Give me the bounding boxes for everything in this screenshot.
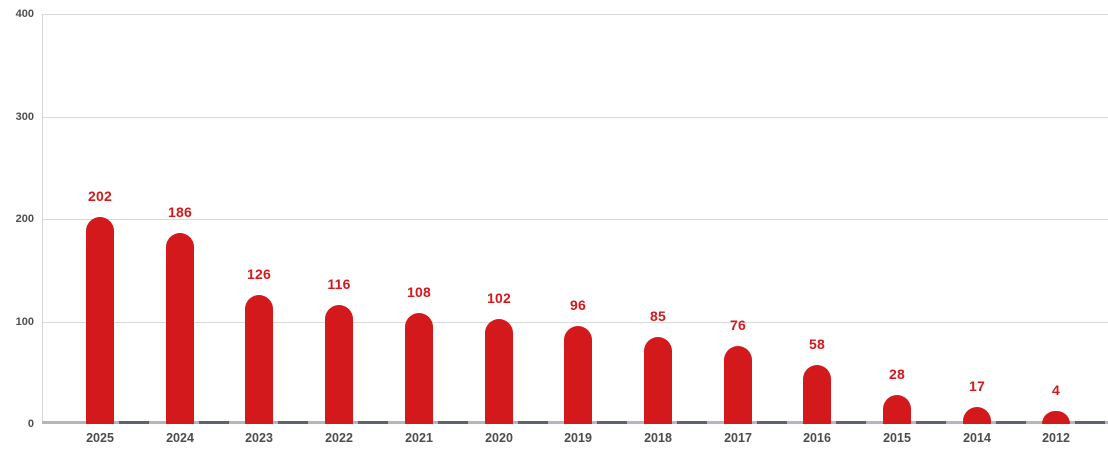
baseline-mark-2015: [916, 421, 946, 424]
x-axis-label-2017[interactable]: 2017: [724, 431, 752, 445]
bar-2020[interactable]: [485, 319, 513, 424]
x-axis-label-2024[interactable]: 2024: [166, 431, 194, 445]
baseline-mark-2024: [199, 421, 229, 424]
baseline-mark-2017: [757, 421, 787, 424]
bar-2018[interactable]: [644, 337, 672, 424]
bar-2023[interactable]: [245, 295, 273, 424]
baseline-mark-2014: [996, 421, 1026, 424]
x-axis-label-2014[interactable]: 2014: [963, 431, 991, 445]
bar-value-label-2019: 96: [570, 297, 586, 313]
bar-value-label-2021: 108: [407, 284, 431, 300]
bar-value-label-2022: 116: [327, 276, 351, 292]
bar-value-label-2024: 186: [168, 204, 192, 220]
gridline-y-200: [42, 219, 1108, 220]
y-axis-line: [42, 14, 43, 424]
bar-value-label-2018: 85: [650, 308, 666, 324]
x-axis-label-2022[interactable]: 2022: [325, 431, 353, 445]
x-axis-label-2015[interactable]: 2015: [883, 431, 911, 445]
bar-2025[interactable]: [86, 217, 114, 424]
baseline-mark-2019: [597, 421, 627, 424]
y-axis-label: 100: [15, 316, 34, 328]
baseline-mark-2018: [677, 421, 707, 424]
bar-value-label-2023: 126: [247, 266, 271, 282]
baseline-mark-2021: [438, 421, 468, 424]
baseline-mark-2022: [358, 421, 388, 424]
x-axis-label-2019[interactable]: 2019: [564, 431, 592, 445]
bar-value-label-2025: 202: [88, 188, 112, 204]
x-axis-label-2012[interactable]: 2012: [1042, 431, 1070, 445]
baseline-mark-2012: [1075, 421, 1105, 424]
x-axis-label-2025[interactable]: 2025: [86, 431, 114, 445]
bar-2019[interactable]: [564, 326, 592, 424]
x-axis-label-2018[interactable]: 2018: [644, 431, 672, 445]
x-axis-label-2021[interactable]: 2021: [405, 431, 433, 445]
bar-2021[interactable]: [405, 313, 433, 424]
bar-2024[interactable]: [166, 233, 194, 424]
baseline-mark-2023: [278, 421, 308, 424]
bar-2017[interactable]: [724, 346, 752, 424]
baseline-mark-2020: [518, 421, 548, 424]
bar-2012[interactable]: [1042, 411, 1070, 424]
x-axis-label-2020[interactable]: 2020: [485, 431, 513, 445]
bar-value-label-2014: 17: [969, 378, 985, 394]
bar-2015[interactable]: [883, 395, 911, 424]
baseline-mark-2025: [119, 421, 149, 424]
x-axis-label-2023[interactable]: 2023: [245, 431, 273, 445]
y-axis-label: 0: [27, 418, 34, 430]
bar-value-label-2020: 102: [487, 290, 511, 306]
bar-value-label-2015: 28: [889, 366, 905, 382]
bar-2014[interactable]: [963, 407, 991, 424]
y-axis-label: 300: [15, 111, 34, 123]
bar-value-label-2017: 76: [730, 317, 746, 333]
gridline-y-300: [42, 117, 1108, 118]
y-axis-label: 200: [15, 213, 34, 225]
y-axis-label: 400: [15, 8, 34, 20]
bar-2016[interactable]: [803, 365, 831, 424]
x-axis-label-2016[interactable]: 2016: [803, 431, 831, 445]
bar-value-label-2012: 4: [1052, 382, 1060, 398]
bar-2022[interactable]: [325, 305, 353, 424]
bar-value-label-2016: 58: [809, 336, 825, 352]
gridline-y-100: [42, 322, 1108, 323]
gridline-y-400: [42, 14, 1108, 15]
baseline-mark-2016: [836, 421, 866, 424]
